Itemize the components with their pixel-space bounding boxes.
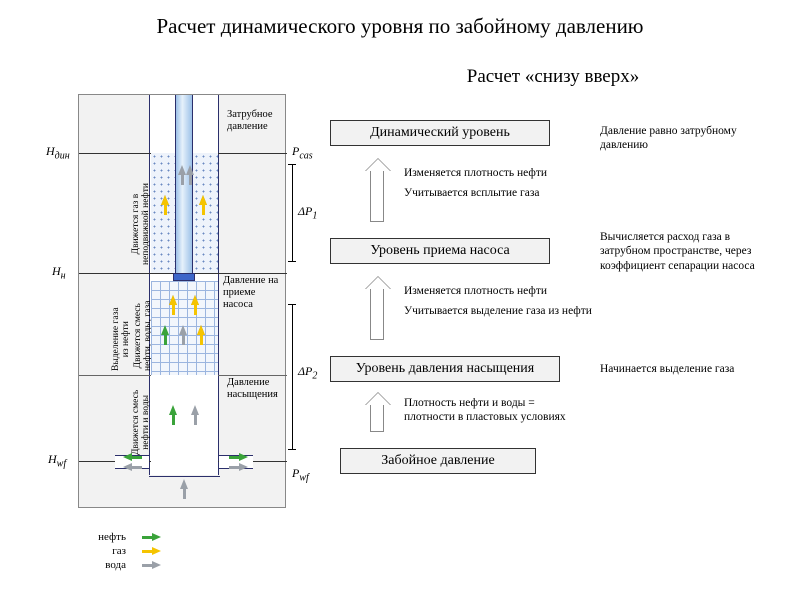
legend-gas-label: газ [90, 545, 126, 557]
arrow-gas-icon [197, 325, 205, 335]
zone-oil-water [151, 375, 218, 475]
box-bottomhole-pressure: Забойное давление [340, 448, 536, 474]
well-diagram: Затрубное давление Давление на приеме на… [78, 94, 288, 554]
text: Изменяется плотность нефти [404, 166, 547, 180]
arrow-water-icon [179, 325, 187, 335]
right-note-3: Начинается выделение газа [600, 362, 780, 376]
ann-annulus-pressure: Затрубное давление [227, 109, 273, 133]
vlabel-zone1: Движется газ в неподвижной нефти [131, 183, 151, 265]
arrow-gas-icon [152, 547, 161, 555]
label-dp2: ΔP2 [298, 364, 317, 381]
label-h-dyn: Hдин [46, 144, 70, 161]
ann-pump-pressure: Давление на приеме насоса [223, 275, 285, 311]
text: Плотность нефти и воды = [404, 396, 566, 410]
box-pump-intake-level: Уровень приема насоса [330, 238, 550, 264]
arrow-gas-icon [199, 195, 207, 205]
page-title: Расчет динамического уровня по забойному… [0, 14, 800, 39]
vlabel-zone2a: Выделение газа из нефти [111, 307, 131, 371]
legend-row-oil: нефть [90, 530, 156, 544]
legend: нефть газ вода [90, 530, 156, 572]
text: Выделение газа из нефти [111, 307, 131, 371]
label-h-wf: Hwf [48, 452, 66, 469]
arrow-water-icon [191, 405, 199, 415]
arrow-outlet-water-icon [239, 463, 248, 471]
arrow-gas-icon [169, 295, 177, 305]
subtitle: Расчет «снизу вверх» [388, 66, 718, 88]
right-note-2: Вычисляется расход газа в затрубном прос… [600, 230, 780, 273]
arrow-tubing-up-icon [186, 165, 194, 175]
vlabel-zone3: Движется смесь нефти и воды [131, 390, 151, 455]
side-note-1: Изменяется плотность нефти Учитывается в… [404, 166, 547, 201]
right-note-1: Давление равно затрубному давлению [600, 124, 780, 153]
pump-intake [173, 273, 195, 281]
flow-arrow-up-icon [370, 402, 384, 432]
legend-oil-label: нефть [90, 531, 126, 543]
text: Движется газ в неподвижной нефти [131, 183, 151, 265]
arrow-inflow-icon [180, 479, 188, 489]
text: Учитывается выделение газа из нефти [404, 304, 592, 318]
arrow-oil-icon [169, 405, 177, 415]
label-h-n: Hн [52, 264, 66, 281]
text: плотности в пластовых условиях [404, 410, 566, 424]
arrow-gas-icon [161, 195, 169, 205]
text: Затрубное давление [227, 109, 273, 132]
box-dynamic-level: Динамический уровень [330, 120, 550, 146]
bracket-dp2 [292, 304, 293, 450]
legend-row-gas: газ [90, 544, 156, 558]
label-p-wf: Pwf [292, 466, 309, 483]
arrow-oil-icon [152, 533, 161, 541]
arrow-outlet-water-icon [123, 463, 132, 471]
bracket-dp1 [292, 164, 293, 262]
label-p-cas: Pcas [292, 144, 313, 161]
arrow-gas-icon [191, 295, 199, 305]
arrow-oil-icon [161, 325, 169, 335]
box-saturation-level: Уровень давления насыщения [330, 356, 560, 382]
label-dp1: ΔP1 [298, 204, 317, 221]
legend-row-water: вода [90, 558, 156, 572]
legend-water-label: вода [90, 559, 126, 571]
side-note-2: Изменяется плотность нефти Учитывается в… [404, 284, 592, 319]
text: Давление на приеме насоса [223, 275, 278, 310]
text: Изменяется плотность нефти [404, 284, 592, 298]
flow-arrow-up-icon [370, 286, 384, 340]
text: Учитывается всплытие газа [404, 186, 547, 200]
flow-arrow-up-icon [370, 168, 384, 222]
ann-sat-pressure: Давление насыщения [227, 377, 278, 401]
text: Давление насыщения [227, 377, 278, 400]
arrow-water-icon [152, 561, 161, 569]
text: Движется смесь нефти и воды [131, 390, 151, 455]
arrow-tubing-up-icon [178, 165, 186, 175]
arrow-outlet-oil-icon [239, 453, 248, 461]
side-note-3: Плотность нефти и воды = плотности в пла… [404, 396, 566, 425]
well-border: Затрубное давление Давление на приеме на… [78, 94, 286, 508]
